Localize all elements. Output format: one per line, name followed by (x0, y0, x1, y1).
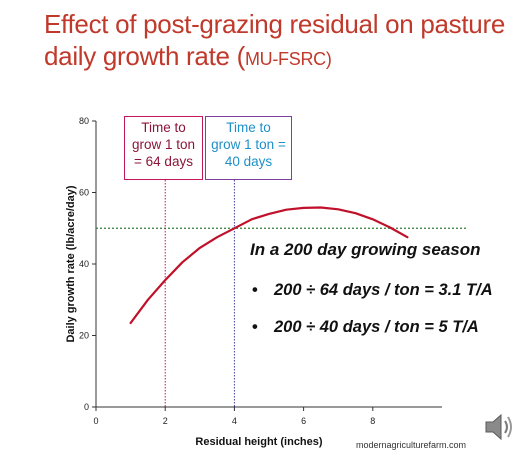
time-64-line-1: Time to (141, 120, 186, 135)
calc-bullet-40: • 200 ÷ 40 days / ton = 5 T/A (252, 318, 479, 337)
slide-title: Effect of post-grazing residual on pastu… (44, 8, 514, 75)
growth-curve (129, 206, 409, 325)
y-tick-label: 40 (79, 259, 89, 269)
calc-40-text: 200 ÷ 40 days / ton = 5 T/A (274, 318, 479, 336)
title-source-text: MU-FSRC (244, 49, 326, 69)
y-axis-label: Daily growth rate (lb/acre/day) (65, 185, 77, 342)
title-main-text: Effect of post-grazing residual on pastu… (44, 9, 505, 71)
x-tick-label: 0 (93, 416, 98, 426)
time-40-line-2: grow 1 ton = (211, 137, 286, 152)
y-tick-label: 80 (79, 116, 89, 126)
x-tick-label: 6 (301, 416, 306, 426)
time-40-line-3: 40 days (224, 154, 273, 169)
watermark: modernagriculturefarm.com (356, 440, 467, 450)
time-40-line-1: Time to (226, 120, 271, 135)
y-tick-label: 0 (84, 402, 89, 412)
x-tick-label: 4 (232, 416, 237, 426)
time-64-line-2: grow 1 ton (131, 137, 196, 152)
time-40-days-box: Time to grow 1 ton = 40 days (205, 116, 292, 180)
time-64-days-box: Time to grow 1 ton = 64 days (124, 116, 203, 180)
speaker-icon[interactable] (483, 410, 517, 444)
x-tick-label: 8 (370, 416, 375, 426)
title-close-paren: ) (325, 49, 332, 69)
bullet-dot: • (252, 318, 258, 336)
bullet-dot: • (252, 281, 258, 299)
growing-season-heading: In a 200 day growing season (250, 240, 481, 259)
calc-bullet-64: • 200 ÷ 64 days / ton = 3.1 T/A (252, 281, 493, 300)
y-tick-label: 60 (79, 188, 89, 198)
x-axis-label: Residual height (inches) (195, 436, 322, 448)
calc-64-text: 200 ÷ 64 days / ton = 3.1 T/A (274, 281, 493, 299)
y-tick-label: 20 (79, 331, 89, 341)
x-tick-label: 2 (163, 416, 168, 426)
time-64-line-3: = 64 days (134, 154, 193, 169)
